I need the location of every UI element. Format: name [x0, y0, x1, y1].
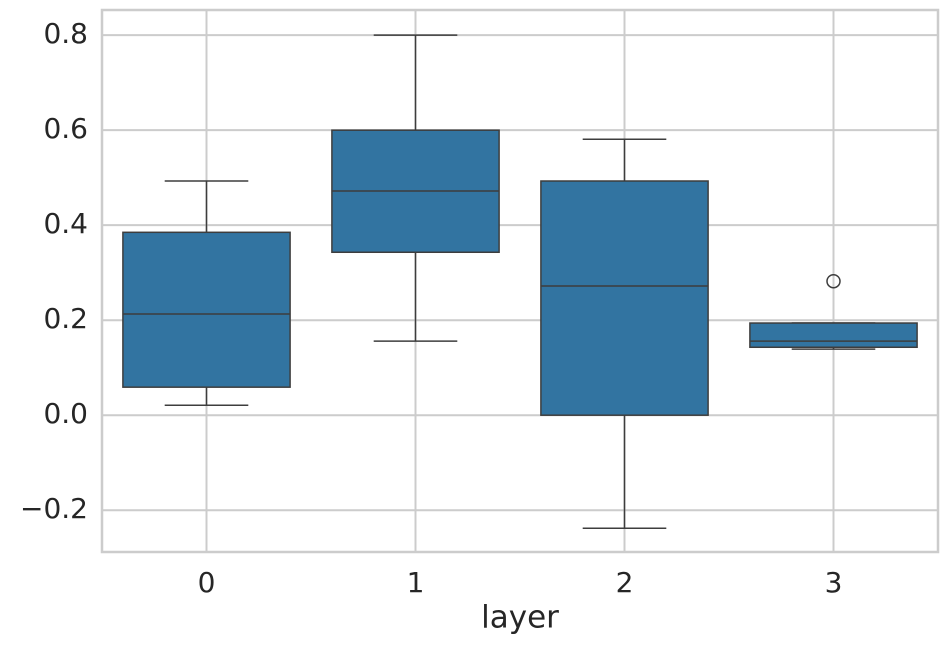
y-tick-label: −0.2: [20, 492, 88, 525]
y-tick-label: 0.0: [43, 397, 88, 430]
y-tick-label: 0.6: [43, 112, 88, 145]
box: [540, 180, 709, 416]
y-tick-label: 0.8: [43, 17, 88, 50]
x-tick-label: 3: [825, 566, 843, 599]
x-tick-label: 0: [198, 566, 216, 599]
plot-frame: [100, 8, 940, 554]
y-tick-label: 0.4: [43, 207, 88, 240]
x-axis-label: layer: [481, 600, 559, 636]
y-tick-label: 0.2: [43, 302, 88, 335]
x-tick-label: 1: [407, 566, 425, 599]
box: [122, 231, 291, 388]
x-tick-label: 2: [616, 566, 634, 599]
box: [749, 322, 918, 349]
outlier: [826, 273, 841, 289]
